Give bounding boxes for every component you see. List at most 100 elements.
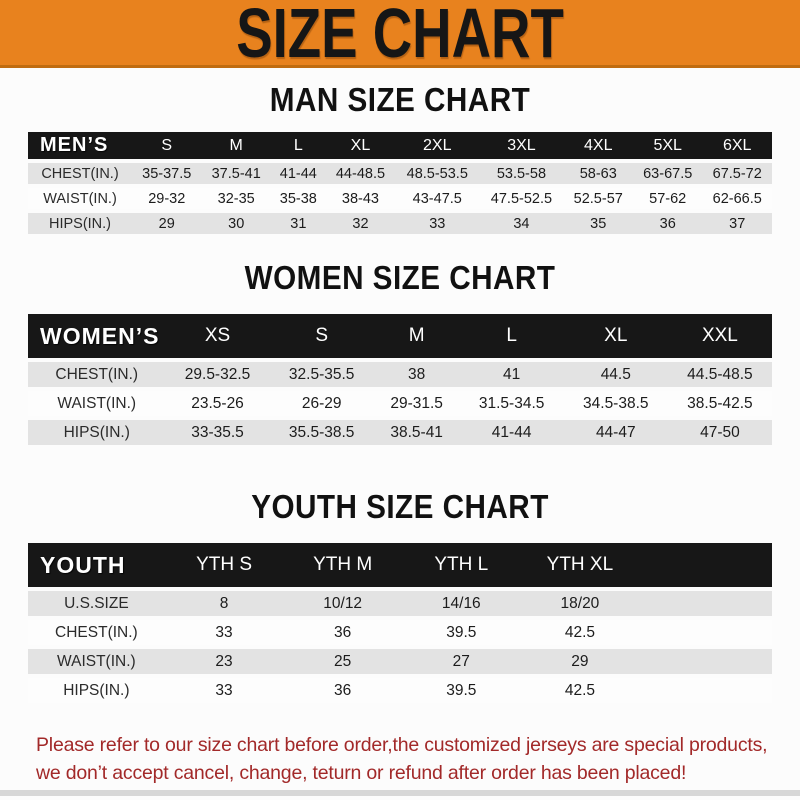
order-note: Please refer to our size chart before or… [36,731,780,787]
column-header: XL [325,132,396,159]
row-label: CHEST(IN.) [28,362,166,387]
size-cell: 10/12 [283,591,402,616]
column-header: L [459,314,564,358]
filler-space [639,620,772,645]
size-cell: 52.5-57 [563,188,633,209]
row-label: HIPS(IN.) [28,420,166,445]
size-cell: 32 [325,213,396,234]
size-cell: 35.5-38.5 [269,420,374,445]
size-cell: 33 [164,678,284,703]
table-row: CHEST(IN.) 29.5-32.5 32.5-35.5 38 41 44.5 44.5… [28,362,772,387]
header-row: YOUTH YTH S YTH M YTH L YTH XL [28,543,772,587]
size-cell: 44.5-48.5 [667,362,772,387]
size-cell: 38-43 [325,188,396,209]
size-cell: 44.5 [563,362,668,387]
filler-space [639,591,772,616]
size-cell: 67.5-72 [702,163,772,184]
size-cell: 38.5-42.5 [667,391,772,416]
size-cell: 32-35 [201,188,271,209]
size-cell: 63-67.5 [632,163,703,184]
column-header: 5XL [632,132,703,159]
size-cell: 31.5-34.5 [459,391,564,416]
column-header: S [269,314,374,358]
size-cell: 42.5 [520,678,640,703]
table-row: HIPS(IN.) 33-35.5 35.5-38.5 38.5-41 41-44 44-… [28,420,772,445]
men-size-table: MEN’S S M L XL 2XL 3XL 4XL 5XL 6XL CHEST(IN.) 35-37… [28,128,772,238]
row-label: WAIST(IN.) [28,188,132,209]
size-cell: 31 [270,213,326,234]
section-men: MAN SIZE CHART MEN’S S M L XL 2XL 3XL 4XL 5XL 6XL… [0,82,800,238]
size-cell: 29.5-32.5 [165,362,270,387]
row-label: HIPS(IN.) [28,213,132,234]
column-header: 2XL [395,132,480,159]
table-row: WAIST(IN.) 23.5-26 26-29 29-31.5 31.5-34.5 34… [28,391,772,416]
size-cell: 38.5-41 [373,420,460,445]
size-cell: 58-63 [563,163,633,184]
column-header: XS [165,314,270,358]
size-cell: 33 [164,620,284,645]
section-youth: YOUTH SIZE CHART YOUTH YTH S YTH M YTH L YTH… [0,489,800,707]
youth-section-title: YOUTH SIZE CHART [251,488,549,525]
size-cell: 39.5 [401,678,521,703]
table-row: CHEST(IN.) 35-37.5 37.5-41 41-44 44-48.5 48.5… [28,163,772,184]
size-cell: 14/16 [401,591,521,616]
size-cell: 44-47 [563,420,668,445]
column-header: 3XL [479,132,564,159]
page-title: SIZE CHART [236,0,564,72]
size-cell: 23.5-26 [165,391,270,416]
size-cell: 36 [283,678,402,703]
size-cell: 62-66.5 [702,188,772,209]
filler-space [639,678,772,703]
size-cell: 41-44 [459,420,564,445]
row-label: WAIST(IN.) [28,649,165,674]
column-header: YTH M [283,543,402,587]
page-banner: SIZE CHART [0,0,800,68]
column-header: 4XL [563,132,633,159]
column-header: M [373,314,460,358]
row-label: U.S.SIZE [28,591,165,616]
size-cell: 43-47.5 [395,188,480,209]
size-cell: 27 [401,649,521,674]
table-row: HIPS(IN.) 29 30 31 32 33 34 35 36 37 [28,213,772,234]
size-cell: 26-29 [269,391,374,416]
size-cell: 33-35.5 [165,420,270,445]
size-cell: 35-37.5 [132,163,202,184]
order-note-line-2: we don’t accept cancel, change, teturn o… [36,762,687,784]
table-row: CHEST(IN.) 33 36 39.5 42.5 [28,620,772,645]
size-cell: 35-38 [270,188,326,209]
column-header: S [132,132,202,159]
youth-size-table: YOUTH YTH S YTH M YTH L YTH XL U.S.SIZE 8 10/12… [28,539,772,707]
women-size-table: WOMEN’S XS S M L XL XXL CHEST(IN.) 29.5-32.5 32.5… [28,310,772,449]
size-cell: 48.5-53.5 [395,163,480,184]
size-cell: 37 [702,213,772,234]
table-title: WOMEN’S [28,314,166,358]
size-cell: 29 [132,213,202,234]
column-header: 6XL [702,132,772,159]
men-section-title: MAN SIZE CHART [269,81,531,118]
size-cell: 34.5-38.5 [563,391,668,416]
size-cell: 32.5-35.5 [269,362,374,387]
size-cell: 25 [283,649,402,674]
size-cell: 8 [164,591,284,616]
size-cell: 29-32 [132,188,202,209]
size-cell: 30 [201,213,271,234]
column-header: YTH L [401,543,521,587]
filler-space [639,649,772,674]
bottom-strip [0,790,800,796]
size-cell: 42.5 [520,620,640,645]
row-label: HIPS(IN.) [28,678,165,703]
header-row: WOMEN’S XS S M L XL XXL [28,314,772,358]
column-header: M [201,132,271,159]
size-cell: 36 [632,213,703,234]
size-cell: 35 [563,213,633,234]
order-note-line-1: Please refer to our size chart before or… [36,734,768,756]
column-header: YTH S [164,543,284,587]
size-cell: 47.5-52.5 [479,188,564,209]
column-header: XL [563,314,668,358]
size-cell: 18/20 [520,591,640,616]
size-cell: 36 [283,620,402,645]
row-label: CHEST(IN.) [28,620,165,645]
table-row: U.S.SIZE 8 10/12 14/16 18/20 [28,591,772,616]
table-title: YOUTH [28,543,165,587]
